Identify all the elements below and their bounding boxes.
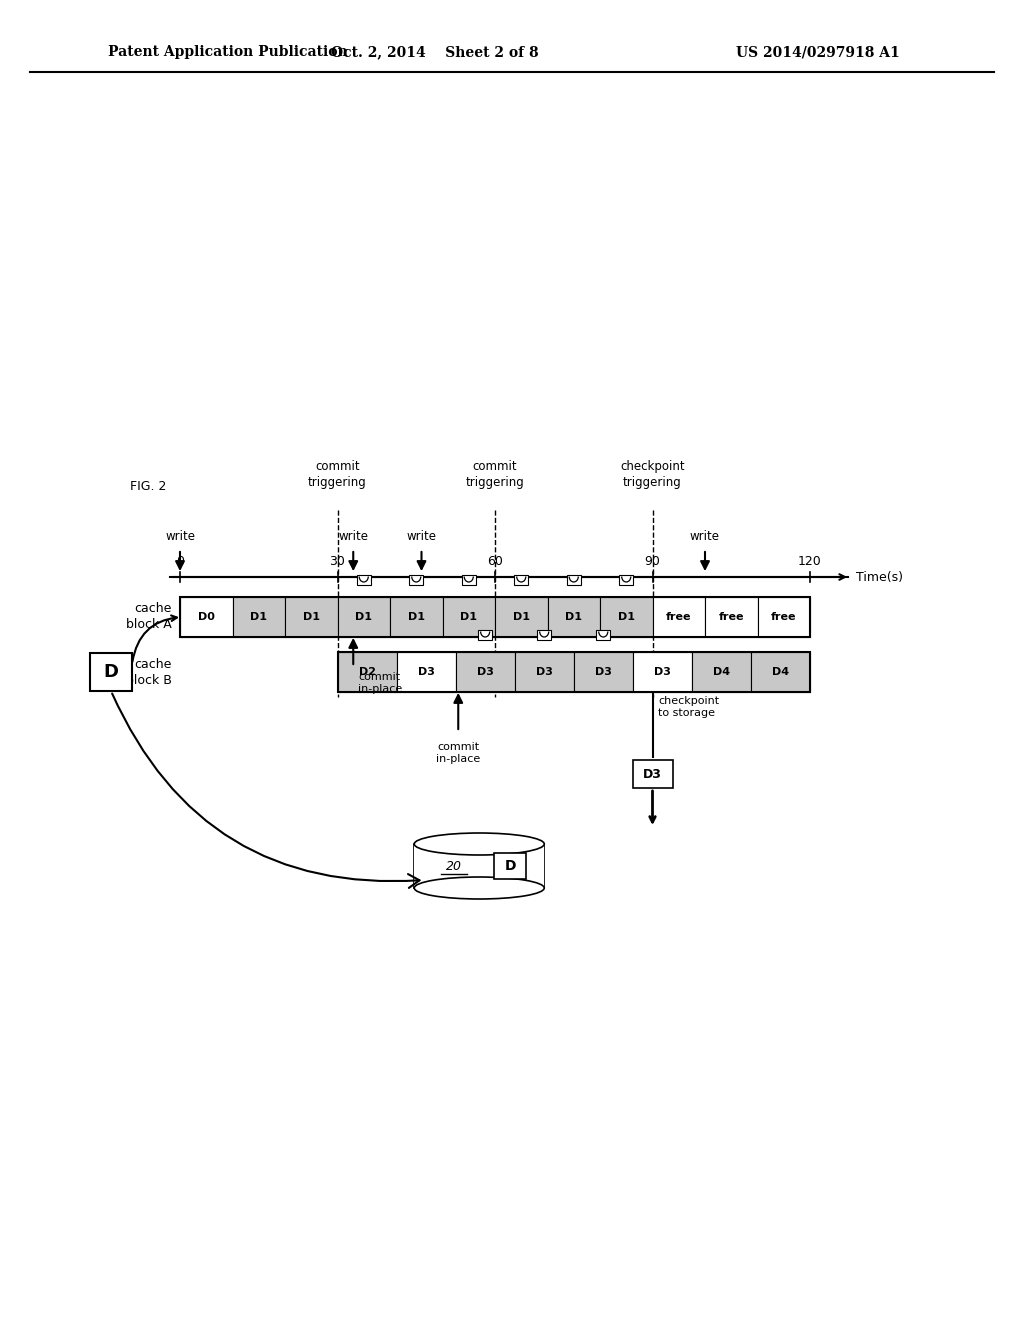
Text: D3: D3 — [654, 667, 671, 677]
Text: FIG. 2: FIG. 2 — [130, 480, 166, 492]
Bar — [410, 576, 423, 585]
Text: 120: 120 — [798, 554, 822, 568]
Bar — [548, 597, 600, 638]
Bar — [356, 576, 371, 585]
Bar — [515, 652, 573, 692]
Text: D4: D4 — [713, 667, 730, 677]
Text: 60: 60 — [487, 554, 503, 568]
Bar — [90, 653, 132, 690]
Text: write: write — [338, 531, 369, 543]
Text: Patent Application Publication: Patent Application Publication — [108, 45, 347, 59]
Bar — [285, 597, 338, 638]
FancyArrowPatch shape — [113, 693, 420, 888]
Bar — [180, 597, 232, 638]
Ellipse shape — [415, 876, 544, 899]
Text: commit
in-place: commit in-place — [358, 672, 402, 694]
Text: free: free — [719, 612, 744, 622]
Text: D3: D3 — [643, 767, 662, 780]
Text: 90: 90 — [644, 554, 660, 568]
Text: D4: D4 — [772, 667, 790, 677]
Text: US 2014/0297918 A1: US 2014/0297918 A1 — [736, 45, 900, 59]
Text: D3: D3 — [477, 667, 494, 677]
Ellipse shape — [415, 833, 544, 855]
Text: write: write — [690, 531, 720, 543]
Bar — [758, 597, 810, 638]
Bar — [620, 576, 633, 585]
Text: D1: D1 — [250, 612, 267, 622]
Text: 0: 0 — [176, 554, 184, 568]
Text: D2: D2 — [358, 667, 376, 677]
Bar — [442, 597, 495, 638]
Text: cache
block A: cache block A — [126, 602, 172, 631]
Text: cache
block B: cache block B — [126, 657, 172, 686]
Bar — [596, 630, 610, 640]
Bar — [573, 652, 633, 692]
Bar — [456, 652, 515, 692]
Bar — [478, 630, 493, 640]
Text: D1: D1 — [355, 612, 373, 622]
Bar — [538, 630, 551, 640]
Bar — [566, 576, 581, 585]
Text: Time(s): Time(s) — [856, 570, 903, 583]
Text: commit
triggering: commit triggering — [308, 459, 367, 488]
Text: free: free — [666, 612, 691, 622]
Bar — [232, 597, 285, 638]
Bar — [396, 652, 456, 692]
Bar — [633, 652, 692, 692]
Text: D1: D1 — [513, 612, 529, 622]
Bar — [751, 652, 810, 692]
Text: Oct. 2, 2014    Sheet 2 of 8: Oct. 2, 2014 Sheet 2 of 8 — [331, 45, 539, 59]
Text: checkpoint
triggering: checkpoint triggering — [621, 459, 685, 488]
Bar — [600, 597, 652, 638]
Bar — [495, 853, 526, 879]
Text: D1: D1 — [617, 612, 635, 622]
Text: D0: D0 — [198, 612, 215, 622]
Text: write: write — [407, 531, 436, 543]
Text: D3: D3 — [595, 667, 611, 677]
Bar — [415, 843, 544, 888]
Text: D: D — [103, 663, 119, 681]
Text: D: D — [505, 859, 516, 873]
Text: free: free — [771, 612, 797, 622]
Text: checkpoint
to storage: checkpoint to storage — [658, 696, 720, 718]
Bar — [390, 597, 442, 638]
Bar — [705, 597, 758, 638]
Text: D1: D1 — [303, 612, 319, 622]
Bar — [633, 760, 673, 788]
Bar — [338, 597, 390, 638]
Bar — [180, 597, 810, 638]
Bar — [338, 652, 810, 692]
Text: commit
triggering: commit triggering — [466, 459, 524, 488]
Bar — [514, 576, 528, 585]
Text: write: write — [165, 531, 195, 543]
Text: 30: 30 — [330, 554, 345, 568]
Text: 20: 20 — [446, 859, 462, 873]
Bar — [462, 576, 476, 585]
Text: D1: D1 — [460, 612, 477, 622]
Text: D3: D3 — [536, 667, 553, 677]
Bar — [495, 597, 548, 638]
Bar — [692, 652, 751, 692]
Bar — [652, 597, 705, 638]
Text: D1: D1 — [565, 612, 583, 622]
Text: D1: D1 — [408, 612, 425, 622]
Text: commit
in-place: commit in-place — [436, 742, 480, 764]
Bar — [338, 652, 396, 692]
Text: D3: D3 — [418, 667, 434, 677]
